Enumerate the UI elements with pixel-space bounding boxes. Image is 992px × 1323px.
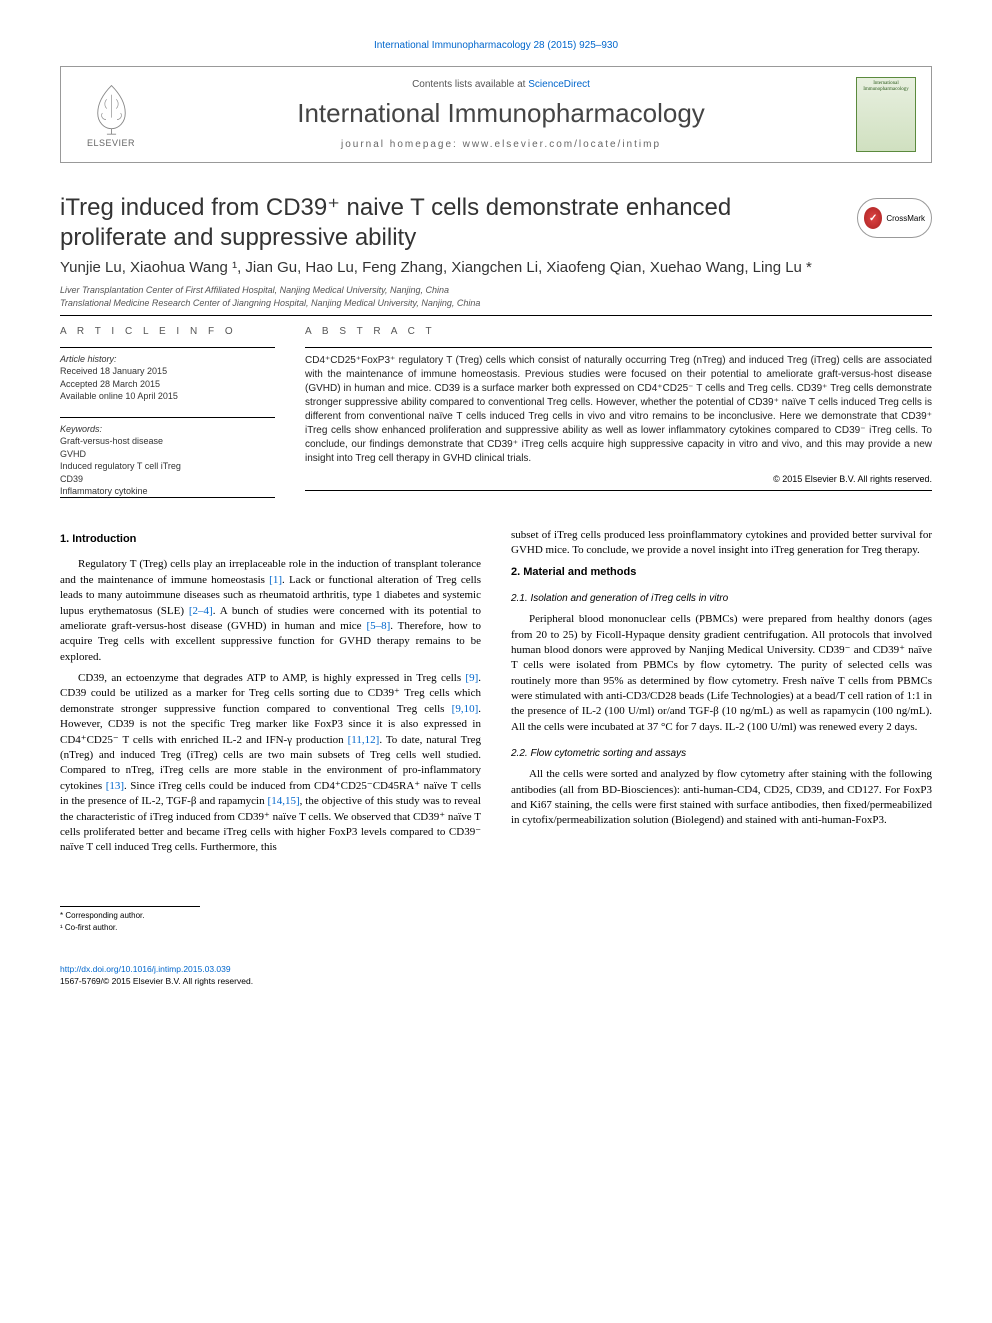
- keyword-4: CD39: [60, 473, 275, 486]
- header-center: Contents lists available at ScienceDirec…: [146, 79, 856, 150]
- doi-link[interactable]: http://dx.doi.org/10.1016/j.intimp.2015.…: [60, 964, 231, 974]
- info-abstract-row: A R T I C L E I N F O Article history: R…: [60, 326, 932, 498]
- history-accepted: Accepted 28 March 2015: [60, 378, 275, 391]
- footnote-cofirst: ¹ Co-first author.: [60, 922, 481, 934]
- intro-continuation: subset of iTreg cells produced less proi…: [511, 528, 932, 559]
- heading-introduction: 1. Introduction: [60, 532, 481, 547]
- history-online: Available online 10 April 2015: [60, 390, 275, 403]
- cover-text-2: Immunopharmacology: [863, 87, 909, 92]
- title-block: iTreg induced from CD39⁺ naive T cells d…: [60, 193, 932, 253]
- history-label: Article history:: [60, 354, 275, 364]
- contents-prefix: Contents lists available at: [412, 79, 528, 90]
- keywords-label: Keywords:: [60, 424, 275, 434]
- elsevier-logo: ELSEVIER: [76, 77, 146, 152]
- keywords-block: Keywords: Graft-versus-host disease GVHD…: [60, 417, 275, 498]
- right-column: subset of iTreg cells produced less proi…: [511, 528, 932, 988]
- authors-line: Yunjie Lu, Xiaohua Wang ¹, Jian Gu, Hao …: [60, 259, 932, 276]
- left-column: 1. Introduction Regulatory T (Treg) cell…: [60, 528, 481, 988]
- affiliation-2: Translational Medicine Research Center o…: [60, 297, 932, 310]
- info-divider: [60, 347, 275, 348]
- top-citation[interactable]: International Immunopharmacology 28 (201…: [60, 40, 932, 51]
- journal-name: International Immunopharmacology: [146, 98, 856, 129]
- tree-icon: [84, 81, 139, 136]
- ref-link-1[interactable]: [1]: [269, 574, 282, 586]
- keyword-1: Graft-versus-host disease: [60, 435, 275, 448]
- intro-para-2: CD39, an ectoenzyme that degrades ATP to…: [60, 671, 481, 856]
- ref-link-11-12[interactable]: [11,12]: [348, 734, 380, 746]
- footnote-corresponding: * Corresponding author.: [60, 910, 481, 922]
- crossmark-icon: ✓: [864, 207, 882, 229]
- info-heading: A R T I C L E I N F O: [60, 326, 275, 337]
- divider: [60, 315, 932, 316]
- crossmark-badge[interactable]: ✓ CrossMark: [857, 198, 932, 238]
- methods-para-1: Peripheral blood mononuclear cells (PBMC…: [511, 612, 932, 735]
- crossmark-label: CrossMark: [886, 214, 925, 223]
- keyword-3: Induced regulatory T cell iTreg: [60, 460, 275, 473]
- affiliation-1: Liver Transplantation Center of First Af…: [60, 284, 932, 297]
- abstract-text: CD4⁺CD25⁺FoxP3⁺ regulatory T (Treg) cell…: [305, 354, 932, 466]
- ref-link-2-4[interactable]: [2–4]: [189, 605, 213, 617]
- affiliations: Liver Transplantation Center of First Af…: [60, 284, 932, 309]
- abstract-column: A B S T R A C T CD4⁺CD25⁺FoxP3⁺ regulato…: [305, 326, 932, 498]
- sciencedirect-link[interactable]: ScienceDirect: [528, 79, 590, 90]
- homepage-line[interactable]: journal homepage: www.elsevier.com/locat…: [146, 139, 856, 150]
- ref-link-9[interactable]: [9]: [465, 672, 478, 684]
- footer: http://dx.doi.org/10.1016/j.intimp.2015.…: [60, 964, 481, 988]
- ref-link-9-10[interactable]: [9,10]: [452, 703, 479, 715]
- article-title: iTreg induced from CD39⁺ naive T cells d…: [60, 193, 840, 253]
- heading-methods: 2. Material and methods: [511, 565, 932, 580]
- abstract-bottom-divider: [305, 490, 932, 491]
- ref-link-13[interactable]: [13]: [106, 780, 124, 792]
- contents-line: Contents lists available at ScienceDirec…: [146, 79, 856, 90]
- cover-text-1: International: [873, 81, 899, 86]
- methods-para-2: All the cells were sorted and analyzed b…: [511, 767, 932, 829]
- text: CD39, an ectoenzyme that degrades ATP to…: [78, 672, 465, 684]
- history-received: Received 18 January 2015: [60, 365, 275, 378]
- elsevier-label: ELSEVIER: [87, 138, 135, 148]
- intro-para-1: Regulatory T (Treg) cells play an irrepl…: [60, 557, 481, 665]
- abstract-divider: [305, 347, 932, 348]
- heading-2-2: 2.2. Flow cytometric sorting and assays: [511, 747, 932, 761]
- heading-2-1: 2.1. Isolation and generation of iTreg c…: [511, 592, 932, 606]
- abstract-heading: A B S T R A C T: [305, 326, 932, 337]
- journal-cover-thumbnail: International Immunopharmacology: [856, 77, 916, 152]
- article-info-column: A R T I C L E I N F O Article history: R…: [60, 326, 275, 498]
- ref-link-14-15[interactable]: [14,15]: [268, 795, 300, 807]
- issn-line: 1567-5769/© 2015 Elsevier B.V. All right…: [60, 976, 253, 986]
- abstract-copyright: © 2015 Elsevier B.V. All rights reserved…: [305, 474, 932, 484]
- body-columns: 1. Introduction Regulatory T (Treg) cell…: [60, 528, 932, 988]
- ref-link-5-8[interactable]: [5–8]: [366, 620, 390, 632]
- keyword-2: GVHD: [60, 448, 275, 461]
- keyword-5: Inflammatory cytokine: [60, 485, 275, 498]
- journal-header: ELSEVIER Contents lists available at Sci…: [60, 66, 932, 163]
- footnotes: * Corresponding author. ¹ Co-first autho…: [60, 910, 481, 934]
